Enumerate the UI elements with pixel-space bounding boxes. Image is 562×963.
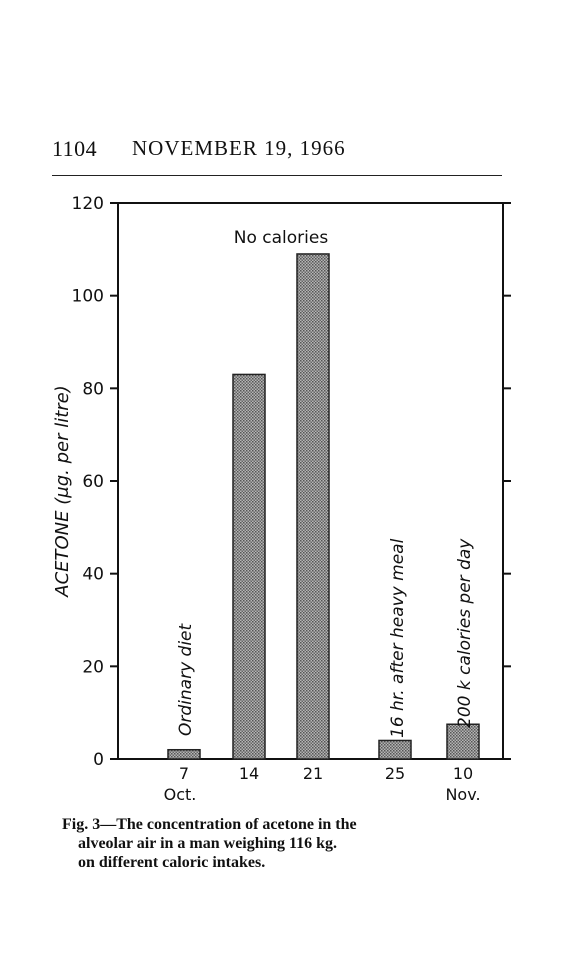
y-tick-label: 0 <box>93 750 104 770</box>
x-tick-label: 7 <box>179 764 189 783</box>
y-tick-label: 100 <box>72 287 104 307</box>
x-tick-label: 10 <box>453 764 473 783</box>
caption-line-2: alveolar air in a man weighing 116 kg. <box>78 835 337 852</box>
y-axis-label: ACETONE (μg. per litre) <box>52 385 73 598</box>
annotation-low-calories: 200 k calories per day <box>455 538 475 728</box>
caption-line-1: Fig. 3—The concentration of acetone in t… <box>62 816 357 833</box>
bar-7 <box>167 748 201 760</box>
x-tick-label: 21 <box>303 764 323 783</box>
bar-10 <box>446 723 480 760</box>
y-tick-label: 40 <box>82 565 104 585</box>
label-group: 0 20 40 60 80 100 120 ACETONE (μg. per litre) 7 O… <box>52 194 481 804</box>
bar-14 <box>232 373 266 760</box>
caption-line-3: on different caloric intakes. <box>78 854 266 871</box>
annotation-after-meal: 16 hr. after heavy meal <box>388 538 408 738</box>
bar-21 <box>296 253 330 760</box>
y-tick-label: 120 <box>72 194 104 214</box>
month-label: Oct. <box>164 785 197 804</box>
issue-date: NOVEMBER 19, 1966 <box>132 136 346 160</box>
bar-group <box>167 253 480 760</box>
bar-25 <box>378 739 412 760</box>
page-number: 1104 <box>52 136 98 161</box>
annotation-ordinary-diet: Ordinary diet <box>176 622 196 736</box>
page-header: 1104 NOVEMBER 19, 1966 <box>52 136 502 166</box>
y-tick-label: 20 <box>82 657 104 677</box>
x-tick-label: 25 <box>385 764 405 783</box>
y-tick-label: 60 <box>82 472 104 492</box>
figure-caption: Fig. 3—The concentration of acetone in t… <box>62 815 502 872</box>
annotation-no-calories: No calories <box>234 228 329 248</box>
header-rule <box>52 175 502 176</box>
y-tick-label: 80 <box>82 379 104 399</box>
x-tick-label: 14 <box>239 764 259 783</box>
month-label: Nov. <box>445 785 480 804</box>
